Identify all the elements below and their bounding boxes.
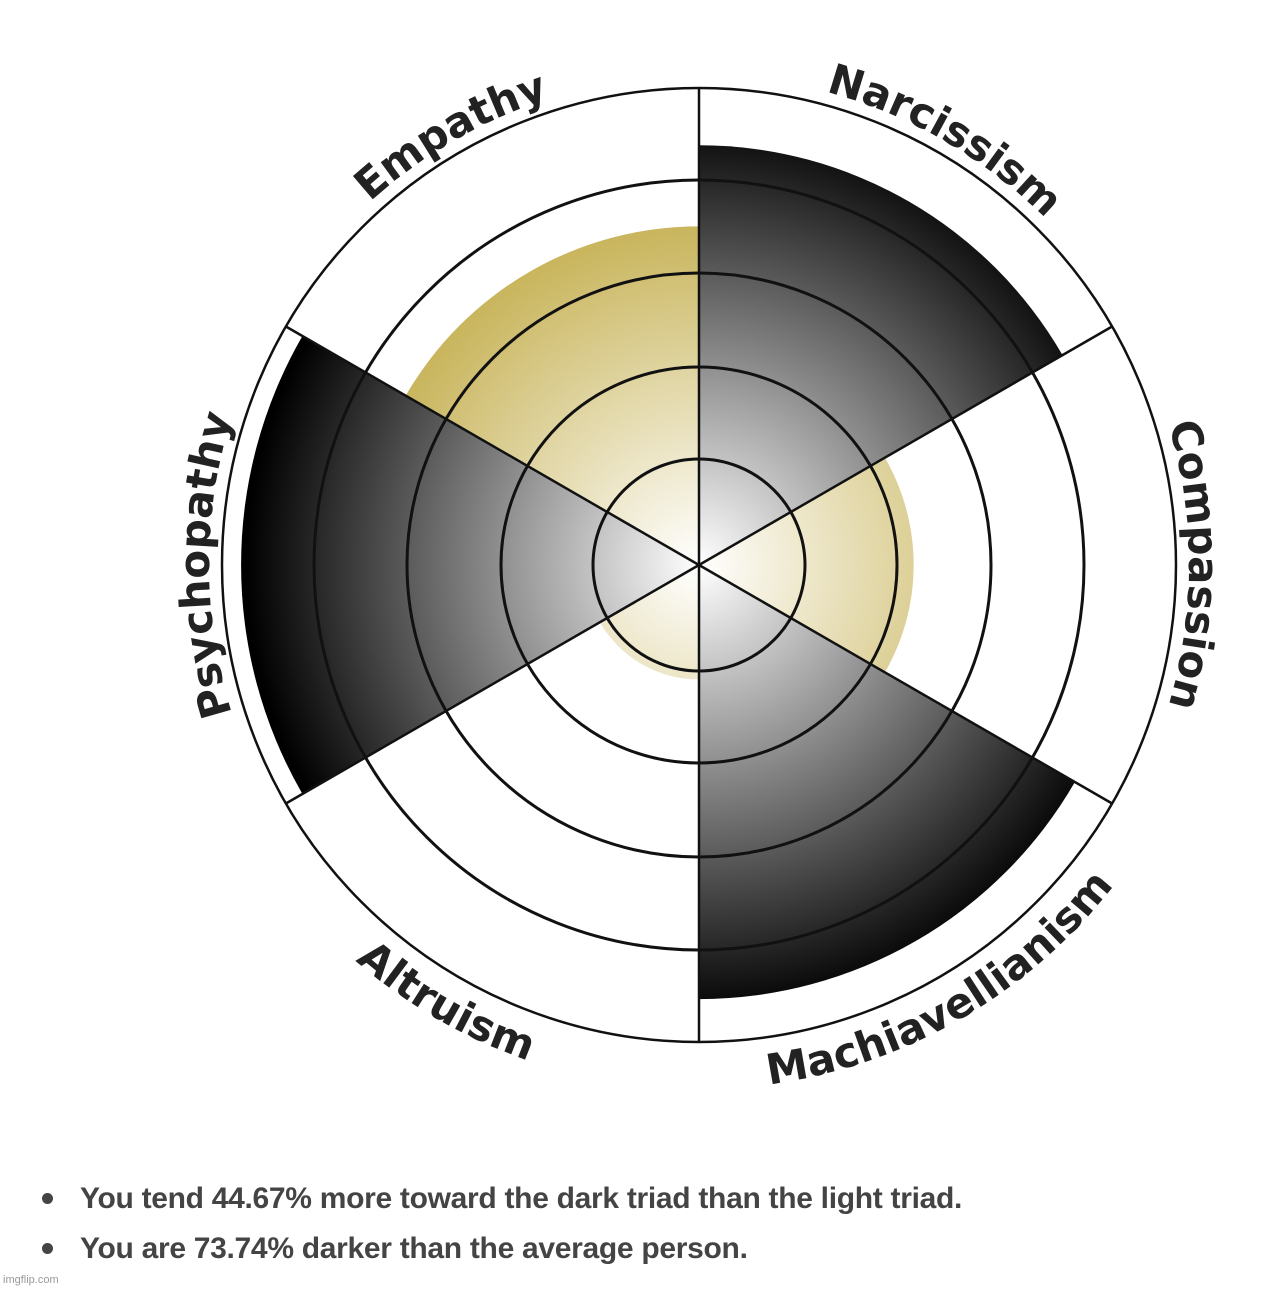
result-item: You are 73.74% darker than the average p… — [40, 1226, 962, 1276]
sector-divider — [698, 325, 1113, 567]
sector-altruism — [599, 565, 699, 680]
sector-machiavellianism — [699, 565, 1075, 1000]
result-text: You are 73.74% darker than the average p… — [80, 1232, 748, 1265]
bullet-icon — [42, 1193, 53, 1204]
sector-narcissism — [699, 145, 1063, 566]
polar-chart: NarcissismCompassionMachiavellianismAltr… — [170, 54, 1228, 1094]
sector-label-psychopathy: Psychopathy — [170, 406, 242, 725]
result-text: You tend 44.67% more toward the dark tri… — [80, 1182, 963, 1215]
result-item: You tend 44.67% more toward the dark tri… — [40, 1176, 962, 1226]
bullet-icon — [42, 1243, 53, 1254]
watermark: imgflip.com — [3, 1274, 59, 1286]
sector-label-empathy: Empathy — [345, 62, 553, 210]
sector-divider — [285, 563, 700, 805]
sector-psychopathy — [241, 336, 699, 794]
results-list: You tend 44.67% more toward the dark tri… — [40, 1176, 962, 1276]
sector-divider — [698, 563, 1113, 805]
sector-empathy — [405, 226, 699, 565]
sector-label-altruism: Altruism — [349, 931, 542, 1071]
sector-label-compassion: Compassion — [1159, 414, 1228, 715]
sector-divider — [285, 325, 700, 567]
